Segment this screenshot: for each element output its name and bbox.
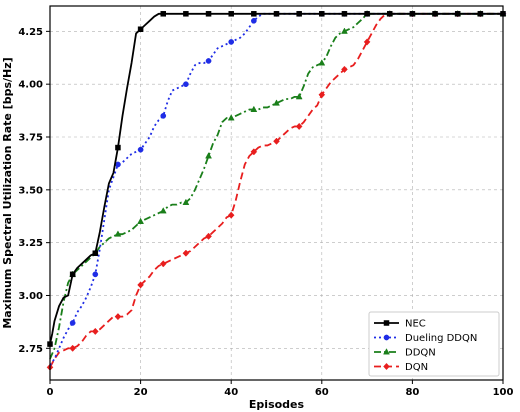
x-tick-label: 80 bbox=[405, 387, 419, 398]
data-point-marker bbox=[409, 11, 416, 17]
data-point-marker bbox=[137, 217, 145, 224]
data-point-marker bbox=[296, 11, 302, 17]
data-point-marker bbox=[91, 327, 99, 335]
data-point-marker bbox=[319, 11, 325, 17]
series-ddqn bbox=[49, 9, 507, 360]
data-point-marker bbox=[92, 250, 99, 256]
data-point-marker bbox=[387, 11, 393, 17]
data-point-marker bbox=[137, 281, 144, 289]
legend-label: DQN bbox=[405, 362, 428, 373]
series-lines bbox=[46, 9, 507, 371]
plot-frame bbox=[49, 5, 504, 381]
data-point-marker bbox=[227, 211, 235, 219]
legend-label: DDQN bbox=[405, 348, 436, 359]
data-point-marker bbox=[341, 27, 348, 34]
axis-ticks: 0 20 40 60 80 100 2.75 3.00 3.25 3.50 3.75 4.00 4.25 bbox=[18, 27, 513, 398]
data-point-marker bbox=[341, 11, 348, 17]
data-point-marker bbox=[92, 271, 99, 278]
data-point-marker bbox=[251, 17, 257, 24]
data-point-marker bbox=[273, 99, 280, 106]
x-axis-title: Episodes bbox=[249, 398, 305, 411]
data-point-marker bbox=[383, 320, 390, 326]
data-point-marker bbox=[273, 137, 280, 145]
y-tick-label: 3.25 bbox=[18, 238, 43, 249]
x-tick-label: 100 bbox=[493, 387, 514, 398]
data-point-marker bbox=[228, 11, 234, 17]
legend-entry: DQN bbox=[374, 362, 428, 373]
y-tick-label: 4.00 bbox=[18, 80, 43, 91]
data-point-marker bbox=[251, 11, 257, 17]
y-tick-label: 3.75 bbox=[18, 133, 43, 144]
data-point-marker bbox=[205, 152, 212, 159]
data-point-marker bbox=[477, 11, 484, 17]
data-point-marker bbox=[227, 114, 235, 121]
data-point-marker bbox=[114, 313, 122, 321]
data-point-marker bbox=[383, 348, 390, 355]
data-point-marker bbox=[383, 334, 390, 341]
series-line bbox=[49, 12, 503, 345]
legend-box bbox=[368, 311, 500, 377]
y-tick-label: 3.50 bbox=[18, 185, 43, 196]
legend-entry: NEC bbox=[374, 319, 426, 330]
data-point-marker bbox=[383, 362, 390, 371]
legend-label: Dueling DDQN bbox=[405, 333, 477, 344]
x-tick-label: 60 bbox=[315, 387, 329, 398]
x-tick-label: 40 bbox=[224, 387, 238, 398]
y-tick-label: 2.75 bbox=[18, 344, 43, 355]
data-point-marker bbox=[250, 148, 258, 156]
data-point-marker bbox=[183, 11, 189, 17]
data-point-marker bbox=[159, 207, 167, 214]
data-point-marker bbox=[182, 198, 190, 205]
data-point-marker bbox=[137, 146, 144, 153]
data-point-marker bbox=[115, 144, 121, 151]
x-tick-label: 0 bbox=[47, 387, 54, 398]
legend-label: NEC bbox=[405, 319, 426, 330]
data-point-marker bbox=[250, 105, 258, 112]
data-point-marker bbox=[114, 230, 122, 237]
data-point-marker bbox=[364, 11, 370, 17]
data-point-marker bbox=[69, 271, 76, 278]
y-tick-label: 4.25 bbox=[18, 27, 43, 38]
series-line bbox=[49, 12, 503, 360]
data-point-marker bbox=[159, 260, 167, 268]
data-point-marker bbox=[273, 11, 280, 17]
x-tick-label: 20 bbox=[134, 387, 148, 398]
data-point-marker bbox=[295, 93, 303, 100]
data-point-marker bbox=[454, 11, 461, 17]
data-point-marker bbox=[160, 11, 166, 17]
data-point-marker bbox=[228, 39, 235, 45]
data-point-marker bbox=[205, 11, 212, 17]
legend-entry: DDQN bbox=[374, 348, 436, 359]
data-point-marker bbox=[69, 320, 76, 326]
data-point-marker bbox=[183, 81, 189, 88]
y-axis-title: Maximum Spectral Utilization Rate [bps/H… bbox=[1, 57, 14, 328]
series-nec bbox=[47, 11, 506, 347]
data-point-marker bbox=[318, 59, 326, 66]
data-point-marker bbox=[341, 65, 348, 73]
data-point-marker bbox=[205, 232, 212, 240]
data-point-marker bbox=[432, 11, 438, 17]
data-point-marker bbox=[160, 113, 167, 119]
legend: NEC Dueling DDQN DDQN DQN bbox=[368, 311, 500, 377]
data-point-marker bbox=[318, 91, 326, 99]
data-point-marker bbox=[363, 38, 371, 46]
data-point-marker bbox=[295, 122, 303, 131]
data-point-marker bbox=[137, 26, 144, 32]
legend-entry: Dueling DDQN bbox=[374, 333, 477, 344]
data-point-marker bbox=[69, 344, 76, 352]
data-point-marker bbox=[182, 249, 190, 257]
y-tick-label: 3.00 bbox=[18, 291, 43, 302]
data-point-marker bbox=[205, 58, 212, 64]
